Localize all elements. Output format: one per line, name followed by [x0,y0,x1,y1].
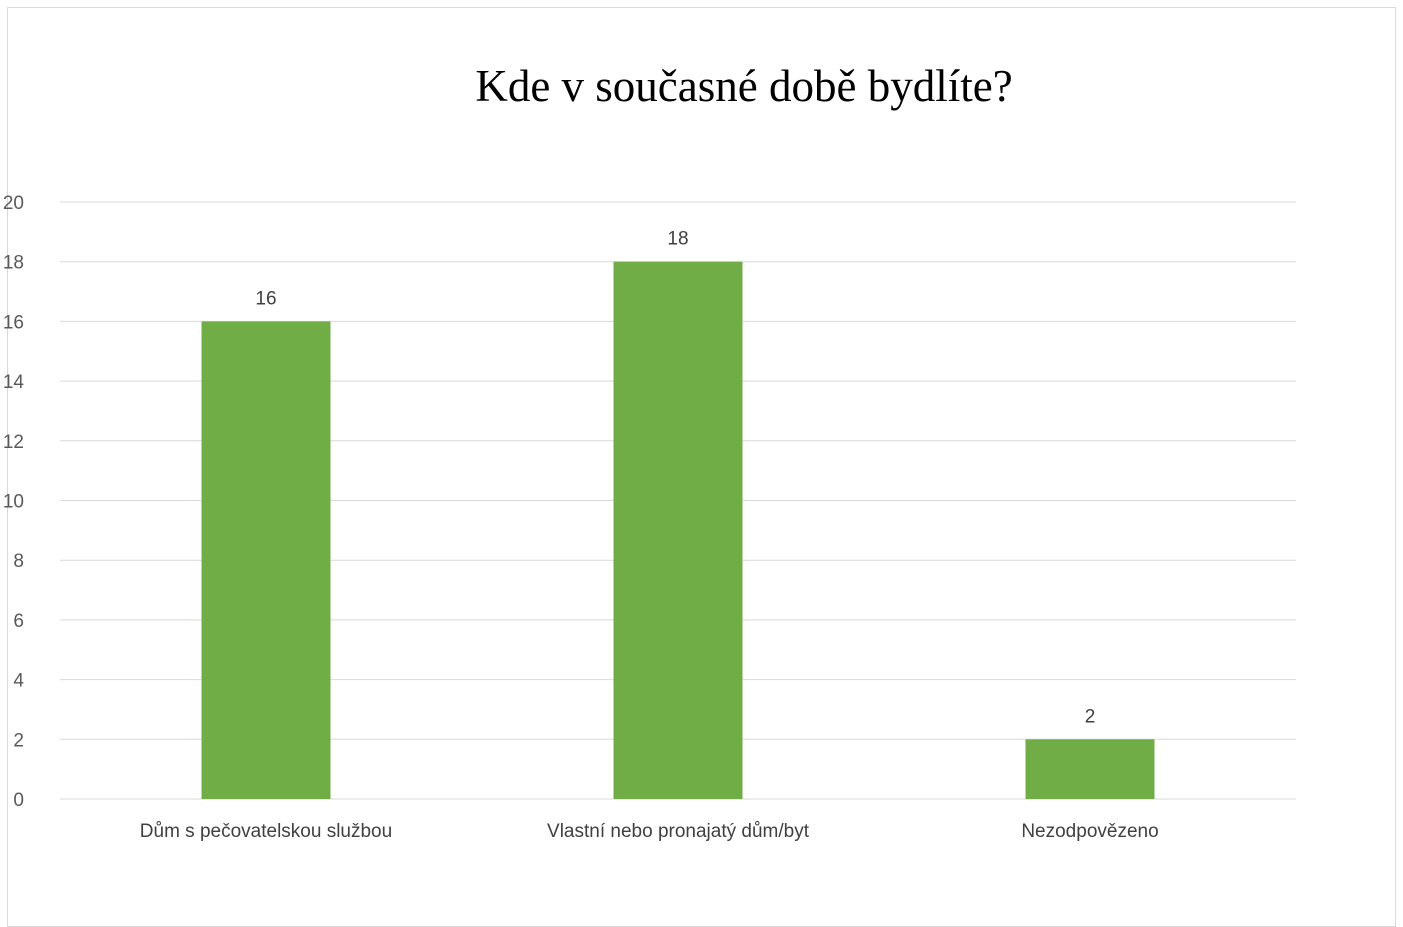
y-tick-label: 6 [13,611,24,632]
y-tick-label: 12 [3,432,24,453]
y-tick-label: 10 [3,492,24,513]
y-tick-label: 16 [3,312,24,333]
y-tick-label: 20 [3,193,24,214]
x-axis-categories: Dům s pečovatelskou službou Vlastní nebo … [140,821,1159,842]
bar [201,321,331,799]
bar [1025,739,1155,799]
category-label: Nezodpovězeno [1021,821,1158,842]
category-label: Dům s pečovatelskou službou [140,821,392,842]
data-label: 16 [255,288,276,309]
bar [613,261,743,799]
y-tick-label: 8 [13,551,24,572]
data-label: 2 [1085,706,1096,727]
y-tick-label: 2 [13,730,24,751]
data-labels: 16 18 2 [255,229,1095,728]
data-label: 18 [667,229,688,250]
y-axis-ticks: 0 2 4 6 8 10 12 14 16 18 20 [3,193,25,811]
y-tick-label: 14 [3,372,25,393]
y-tick-label: 0 [13,790,24,811]
y-tick-label: 4 [13,671,24,692]
y-tick-label: 18 [3,253,24,274]
category-label: Vlastní nebo pronajatý dům/byt [547,821,810,842]
bars [201,261,1155,799]
chart-title: Kde v současné době bydlíte? [475,61,1012,111]
